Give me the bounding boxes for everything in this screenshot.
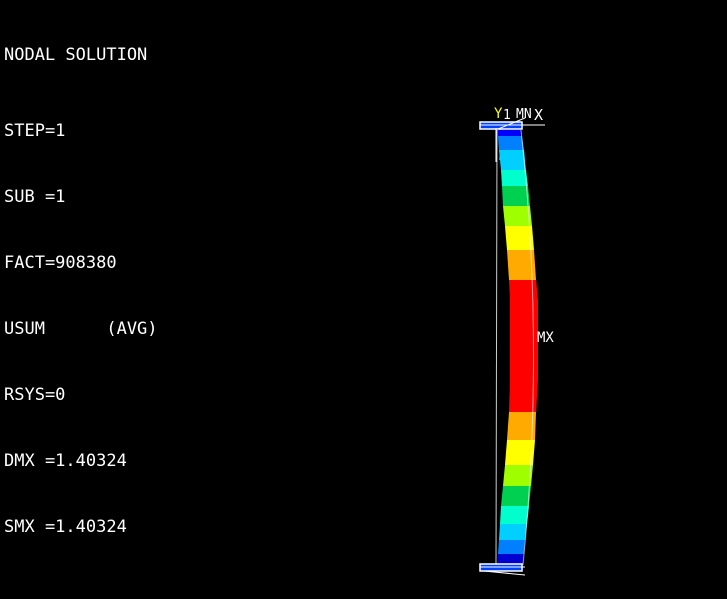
band-bottom-8 bbox=[507, 412, 536, 440]
band-bottom-1 bbox=[497, 554, 524, 564]
min-marker-label: MN bbox=[516, 107, 532, 122]
result-type-label: USUM (AVG) bbox=[4, 319, 158, 339]
band-top-5 bbox=[502, 186, 530, 206]
step-label: STEP=1 bbox=[4, 121, 66, 141]
scale-factor-label: FACT=908380 bbox=[4, 253, 117, 273]
plot-title: NODAL SOLUTION bbox=[4, 45, 148, 65]
contour-column bbox=[495, 129, 538, 566]
band-top-4 bbox=[501, 170, 528, 186]
rsys-label: RSYS=0 bbox=[4, 385, 66, 405]
band-top-7 bbox=[505, 226, 534, 250]
dmx-label: DMX =1.40324 bbox=[4, 451, 127, 471]
max-marker-label: MX bbox=[537, 330, 554, 346]
band-bottom-5 bbox=[501, 486, 531, 506]
band-max bbox=[509, 280, 538, 412]
bottom-support bbox=[479, 563, 526, 576]
axis-x-label: X bbox=[534, 106, 543, 124]
smx-label: SMX =1.40324 bbox=[4, 517, 127, 537]
band-top-2 bbox=[498, 136, 524, 150]
node-one-label: 1 bbox=[503, 108, 511, 123]
band-top-8 bbox=[507, 250, 536, 280]
band-bottom-2 bbox=[498, 540, 525, 554]
band-top-6 bbox=[503, 206, 532, 226]
band-bottom-4 bbox=[500, 506, 529, 524]
substep-label: SUB =1 bbox=[4, 187, 66, 207]
band-top-1 bbox=[497, 130, 522, 136]
result-legend: NODAL SOLUTION STEP=1 SUB =1 FACT=908380… bbox=[4, 0, 158, 582]
axis-y-label: Y bbox=[494, 106, 503, 122]
band-bottom-3 bbox=[499, 524, 527, 540]
band-bottom-6 bbox=[503, 465, 533, 486]
band-top-3 bbox=[499, 150, 526, 170]
band-bottom-7 bbox=[505, 440, 535, 465]
